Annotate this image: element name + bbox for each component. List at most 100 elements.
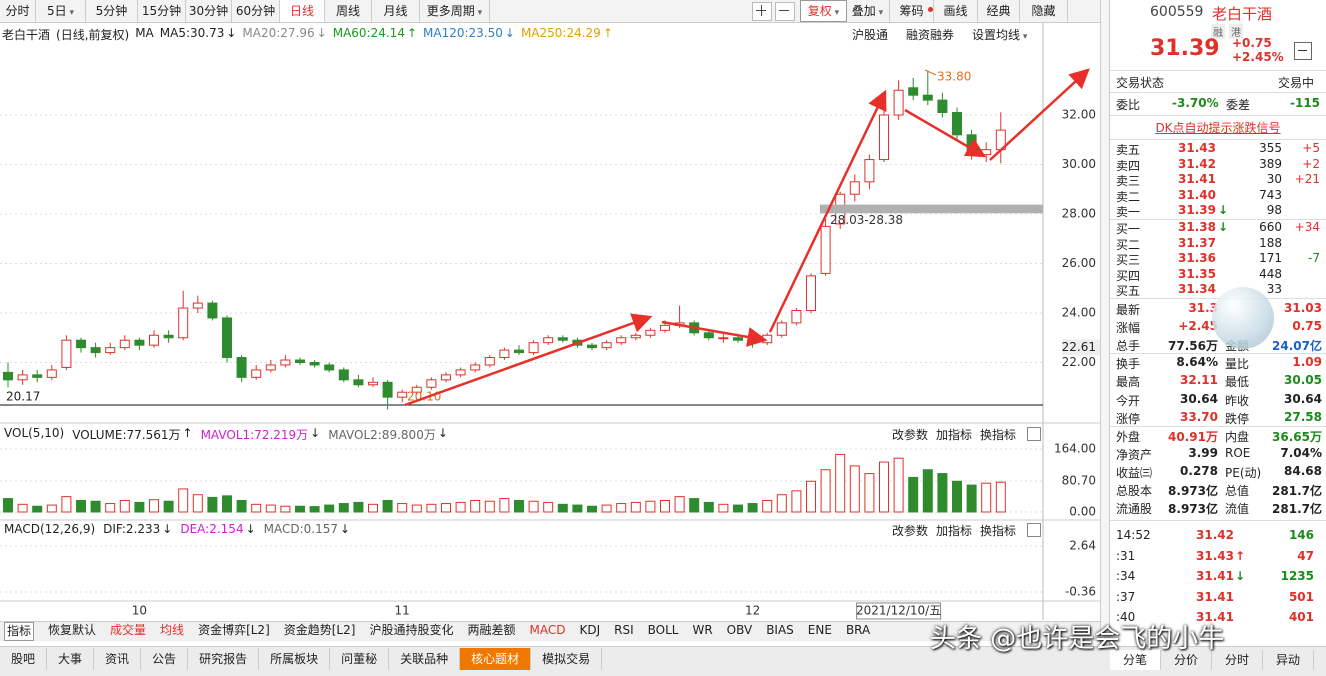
indicator-tab[interactable]: RSI <box>614 623 634 637</box>
tick-price: 31.42 <box>1196 528 1234 542</box>
indicator-tab[interactable]: ENE <box>807 623 832 637</box>
panel-button[interactable]: 换指标 <box>980 428 1017 442</box>
period-tab[interactable]: 更多周期 <box>420 0 490 22</box>
ma-label: MA <box>135 26 154 40</box>
volume-bar <box>499 498 510 513</box>
book-vol: 389 <box>1259 156 1282 171</box>
tool-button[interactable]: 隐藏 <box>1020 0 1068 22</box>
period-tab[interactable]: 分时 <box>0 0 36 22</box>
bottom-tab[interactable]: 所属板块 <box>259 648 331 670</box>
ma-item: MA60:24.14 <box>332 26 405 40</box>
tool-button[interactable]: 复权 <box>800 0 847 22</box>
indicator-tab[interactable]: WR <box>692 623 713 637</box>
float-bubble[interactable] <box>1212 287 1274 349</box>
bottom-tab[interactable]: 资讯 <box>94 648 142 670</box>
tool-button[interactable]: 筹码 <box>890 0 934 22</box>
volume-bar <box>105 503 116 513</box>
indicator-tab[interactable]: 恢复默认 <box>48 623 97 637</box>
indicator-tab[interactable]: 沪股通持股变化 <box>369 623 454 637</box>
period-tab[interactable]: 30分钟 <box>186 0 232 22</box>
volume-bar <box>90 500 101 513</box>
book-change: +34 <box>1294 220 1320 234</box>
bottom-tab[interactable]: 股吧 <box>0 648 48 670</box>
candle-body <box>806 275 816 312</box>
period-tab[interactable]: 5日 <box>36 0 86 22</box>
indicator-tab[interactable]: KDJ <box>579 623 601 637</box>
panel-button[interactable]: 加指标 <box>936 428 973 442</box>
side-tabs: 分笔 分价 分时 异动 <box>1110 650 1315 670</box>
side-tab[interactable]: 分价 <box>1161 650 1213 670</box>
trend-arrow <box>768 89 887 333</box>
candle-body <box>265 364 276 371</box>
indicator-tab[interactable]: BOLL <box>647 623 679 637</box>
candle-body <box>587 344 597 349</box>
zoom-out[interactable] <box>775 2 795 21</box>
bottom-tab[interactable]: 关联品种 <box>389 648 461 670</box>
side-tab[interactable]: 分笔 <box>1110 650 1162 670</box>
bottom-tab[interactable]: 研究报告 <box>188 648 260 670</box>
period-tab[interactable]: 60分钟 <box>232 0 280 22</box>
period-tab[interactable]: 月线 <box>372 0 420 22</box>
panel-button[interactable]: 换指标 <box>980 524 1017 538</box>
stat-label: 总值 <box>1225 484 1250 498</box>
panel-button[interactable]: 改参数 <box>892 428 929 442</box>
stat-label: 换手 <box>1116 357 1141 372</box>
indicator-tab[interactable]: 资金趋势[L2] <box>283 623 356 637</box>
stat-value: 0.75 <box>1292 319 1322 334</box>
volume-bar <box>134 501 145 513</box>
close-button[interactable] <box>1027 427 1041 441</box>
legend-link[interactable]: 融资融券 <box>906 28 955 42</box>
legend-link[interactable]: 设置均线 <box>972 26 1027 43</box>
indicator-tab[interactable]: BRA <box>845 623 871 637</box>
bottom-tab[interactable]: 核心题材 <box>460 648 532 670</box>
indicator-tab[interactable]: 均线 <box>160 623 185 637</box>
left-label: 20.17 <box>6 390 40 404</box>
period-tab[interactable]: 5分钟 <box>86 0 138 22</box>
book-price: 31.39 <box>1178 203 1216 217</box>
volume-bar <box>222 495 232 513</box>
legend-link[interactable]: 沪股通 <box>852 28 889 42</box>
ma-trend: ↓ <box>226 26 237 40</box>
bottom-tab[interactable]: 模拟交易 <box>531 648 603 670</box>
volume-bar <box>981 482 992 513</box>
side-tab[interactable]: 分时 <box>1212 650 1264 670</box>
indicator-tab[interactable]: BIAS <box>766 623 794 637</box>
collapse-button[interactable] <box>1294 42 1312 60</box>
indicator-tab[interactable]: 指标 <box>4 622 35 641</box>
tool-button[interactable]: 叠加 <box>846 0 890 22</box>
bottom-tab[interactable]: 大事 <box>47 648 95 670</box>
side-tab[interactable]: 异动 <box>1263 650 1315 670</box>
stock-name: 老白干酒 <box>2 28 51 42</box>
indicator-tab[interactable]: 资金博弈[L2] <box>198 623 270 637</box>
signal-link[interactable]: DK点自动提示涨跌信号 <box>1155 121 1281 135</box>
panel-button[interactable]: 改参数 <box>892 524 929 538</box>
stat-value: 1.09 <box>1292 355 1322 370</box>
period-tab[interactable]: 周线 <box>325 0 372 22</box>
volume-bar <box>660 499 670 513</box>
ma-item: MA5:30.73 <box>159 26 225 40</box>
bottom-tab[interactable]: 公告 <box>141 648 189 670</box>
candle-body <box>3 371 13 381</box>
close-button[interactable] <box>1027 523 1041 537</box>
header-item: MACD:0.157 <box>263 522 339 536</box>
bottom-tab[interactable]: 问董秘 <box>330 648 390 670</box>
period-tab[interactable]: 日线 <box>280 0 325 22</box>
indicator-tab[interactable]: MACD <box>529 623 566 637</box>
tool-button[interactable]: 经典 <box>978 0 1020 22</box>
panel-button[interactable]: 加指标 <box>936 524 973 538</box>
indicator-tab[interactable]: 两融差额 <box>467 623 516 637</box>
stat-value: +2.45 <box>1178 319 1218 334</box>
volume-bar <box>178 488 189 513</box>
ma-item: MA20:27.96 <box>242 26 315 40</box>
panel-buttons: 改参数 加指标 换指标 <box>892 522 1016 539</box>
volume-bar <box>338 503 349 513</box>
candle-body <box>776 322 787 336</box>
indicator-tab[interactable]: OBV <box>726 623 753 637</box>
indicator-tab[interactable]: 成交量 <box>110 623 147 637</box>
tick-vol: 501 <box>1288 589 1314 604</box>
zoom-in[interactable] <box>752 2 772 21</box>
tool-button[interactable]: 画线 <box>934 0 978 22</box>
period-tab[interactable]: 15分钟 <box>138 0 186 22</box>
volume-bar <box>601 504 612 513</box>
book-vol: 188 <box>1259 235 1282 250</box>
